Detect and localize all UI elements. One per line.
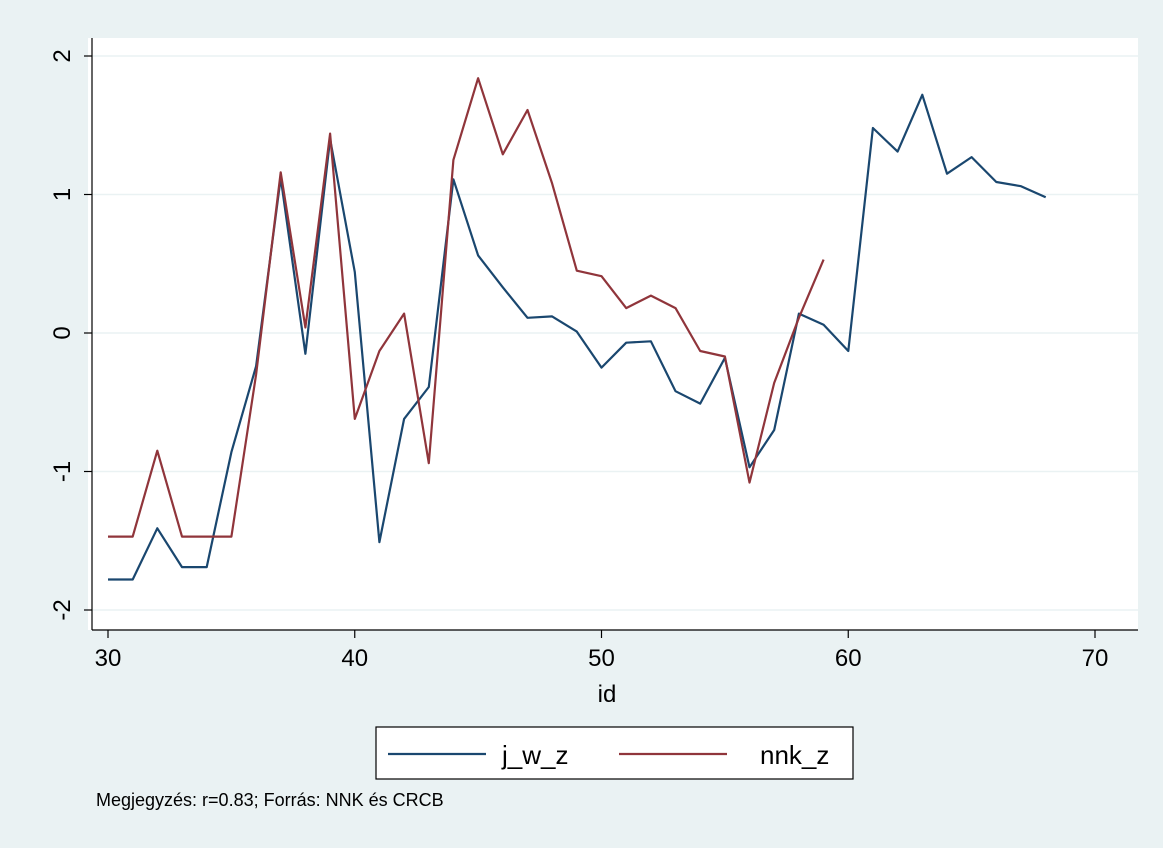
y-tick-label: 0 xyxy=(49,326,76,339)
legend-label-j-w-z: j_w_z xyxy=(501,740,568,770)
legend: j_w_z nnk_z xyxy=(375,726,854,780)
chart-note: Megjegyzés: r=0.83; Forrás: NNK és CRCB xyxy=(96,790,444,810)
y-tick-label: 1 xyxy=(49,188,76,201)
x-tick-label: 70 xyxy=(1082,645,1109,672)
y-tick-label: 2 xyxy=(49,49,76,62)
x-tick-label: 40 xyxy=(341,645,368,672)
x-tick-label: 60 xyxy=(835,645,862,672)
x-axis-title: id xyxy=(598,681,617,708)
y-tick-label: -2 xyxy=(49,599,76,620)
plot-area xyxy=(88,38,1138,630)
legend-label-nnk-z: nnk_z xyxy=(760,740,829,770)
series-line-nnk-z xyxy=(108,77,825,538)
x-tick-label: 30 xyxy=(95,645,122,672)
series-lines xyxy=(108,77,1047,581)
y-tick-label: -1 xyxy=(49,461,76,482)
gridlines xyxy=(92,55,1138,611)
axes: -2 -1 0 1 2 30 40 50 60 70 xyxy=(49,38,1138,672)
x-tick-label: 50 xyxy=(588,645,615,672)
